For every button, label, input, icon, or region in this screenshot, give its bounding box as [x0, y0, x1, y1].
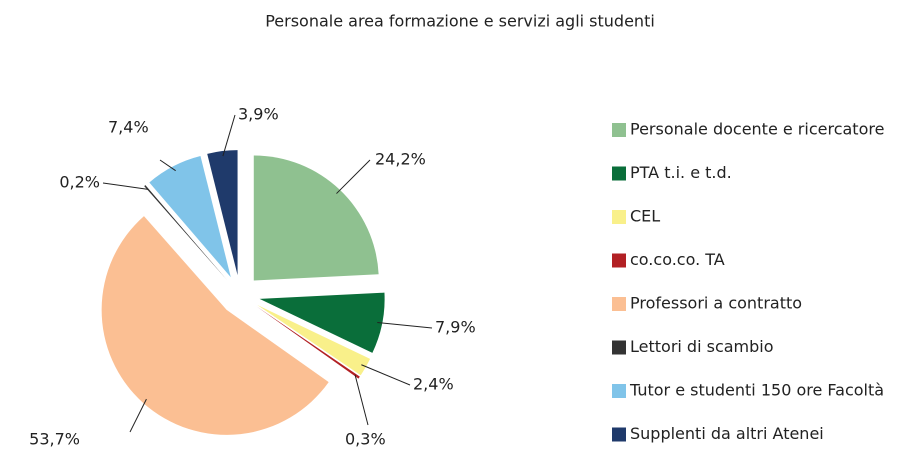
legend-swatch: [612, 123, 626, 137]
pie-slice: [207, 150, 238, 276]
chart-title: Personale area formazione e servizi agli…: [265, 12, 655, 31]
legend-swatch: [612, 297, 626, 311]
leader-line: [159, 159, 176, 172]
data-label: 7,9%: [435, 318, 476, 337]
data-label: 0,3%: [345, 430, 386, 449]
legend-label: Supplenti da altri Atenei: [630, 424, 824, 443]
pie-slice: [101, 216, 329, 435]
leader-line: [129, 398, 147, 433]
legend-swatch: [612, 427, 626, 442]
legend-swatch: [612, 253, 626, 268]
legend-label: co.co.co. TA: [630, 250, 725, 269]
pie-slice: [149, 155, 231, 278]
legend-label: Tutor e studenti 150 ore Facoltà: [629, 381, 884, 400]
legend-label: Lettori di scambio: [630, 337, 774, 356]
legend-label: Personale docente e ricercatore: [630, 120, 884, 139]
legend-swatch: [612, 210, 626, 224]
pie-slice: [253, 155, 379, 281]
legend-swatch: [612, 166, 626, 181]
data-label: 3,9%: [238, 105, 279, 124]
leader-line: [377, 322, 433, 329]
legend-label: PTA t.i. e t.d.: [630, 163, 732, 182]
legend-swatch: [612, 340, 626, 355]
data-label: 2,4%: [413, 375, 454, 394]
pie-slice: [259, 292, 385, 353]
data-label: 53,7%: [29, 430, 80, 449]
pie-slice: [257, 304, 371, 376]
data-label: 0,2%: [59, 173, 100, 192]
data-label: 7,4%: [108, 118, 149, 137]
leader-line: [102, 182, 149, 190]
leader-line: [222, 114, 236, 157]
data-label: 24,2%: [375, 150, 426, 169]
legend-label: Professori a contratto: [630, 294, 802, 313]
legend-label: CEL: [630, 207, 660, 226]
leader-line: [336, 159, 371, 194]
leader-line: [361, 364, 411, 386]
leader-line: [354, 374, 369, 426]
pie-slice: [144, 185, 227, 280]
pie-slice: [256, 306, 360, 379]
legend-swatch: [612, 384, 626, 398]
